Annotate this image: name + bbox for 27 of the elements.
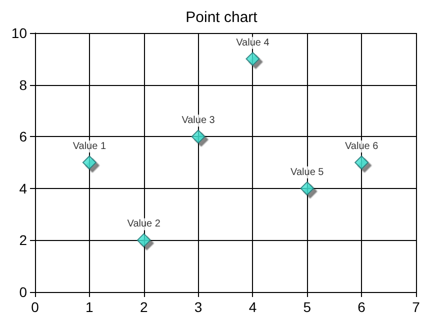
y-tick-label: 4 [19,180,28,196]
x-tick-label: 0 [31,299,40,315]
y-tick-label: 10 [11,25,28,41]
x-tick-label: 5 [303,299,312,315]
point [300,181,314,196]
annotation: Value 1 [72,141,106,152]
x-tick-label: 1 [86,299,94,315]
point [354,156,369,170]
annotation: Value 4 [236,37,270,48]
y-tick-label: 0 [19,284,28,300]
x-tick-label: 6 [358,299,366,315]
x-tick-label: 7 [412,299,420,315]
y-tick-label: 2 [19,232,28,248]
y-tick-label: 6 [19,128,28,145]
annotation: Value 2 [127,218,161,230]
point [82,156,96,170]
annotation: Value 6 [344,141,379,152]
annotation: Value 3 [182,115,216,126]
point [136,233,151,248]
annotation: Value 5 [290,166,324,178]
point [246,52,260,66]
x-tick-label: 4 [248,299,257,315]
x-tick-label: 3 [194,299,202,315]
y-tick-label: 8 [19,76,28,93]
point [191,130,206,144]
chart-title: Point chart [186,9,258,26]
x-tick-label: 2 [140,299,148,315]
